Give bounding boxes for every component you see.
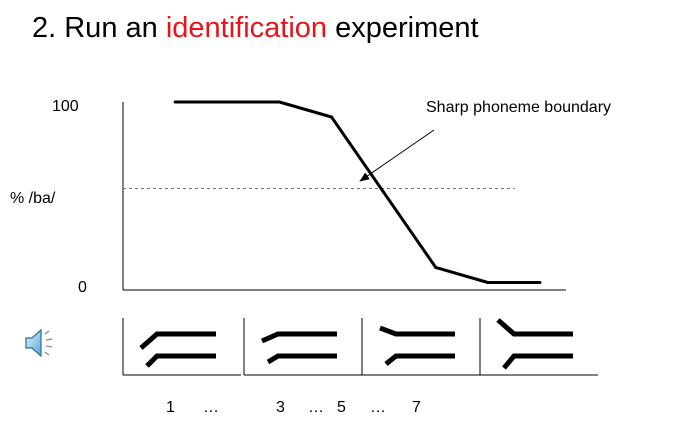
stimulus-label-7: 7 bbox=[412, 399, 421, 416]
stimulus-label-ellipsis: … bbox=[370, 399, 386, 416]
stimulus-spectrogram bbox=[243, 318, 362, 376]
stimulus-label-ellipsis: … bbox=[308, 399, 324, 416]
curve-point bbox=[538, 280, 542, 284]
title-prefix: 2. Run an bbox=[32, 12, 166, 44]
title-accent: identification bbox=[165, 12, 328, 44]
y-tick-100: 100 bbox=[52, 98, 79, 115]
stimulus-label-3: 3 bbox=[276, 399, 285, 416]
formant-f2 bbox=[379, 325, 455, 337]
stimulus-label-ellipsis: … bbox=[203, 399, 219, 416]
formant-f1 bbox=[145, 353, 216, 368]
y-axis-label: % /ba/ bbox=[10, 190, 56, 207]
y-tick-0: 0 bbox=[78, 279, 87, 296]
formant-f2 bbox=[496, 318, 573, 337]
annotation-arrow bbox=[359, 129, 435, 182]
stimulus-spectrogram bbox=[361, 318, 480, 376]
formant-f2 bbox=[260, 331, 337, 344]
annotation-label: Sharp phoneme boundary bbox=[426, 99, 612, 116]
stimulus-spectrogram bbox=[479, 318, 598, 376]
formant-f1 bbox=[266, 353, 337, 365]
slide-title: 2. Run an identification experiment bbox=[32, 10, 479, 46]
curve-point bbox=[329, 115, 333, 119]
curve-point bbox=[277, 100, 281, 104]
speaker-icon[interactable] bbox=[22, 326, 60, 365]
stimulus-spectrogram bbox=[122, 318, 241, 376]
formant-f2 bbox=[139, 331, 216, 350]
curve-point bbox=[434, 265, 438, 269]
identification-curve bbox=[175, 100, 540, 284]
formant-f1 bbox=[502, 353, 573, 370]
formant-f1 bbox=[384, 353, 455, 366]
curve-point bbox=[173, 100, 177, 104]
curve-point bbox=[486, 280, 490, 284]
stimulus-label-5: 5 bbox=[337, 399, 346, 416]
title-suffix: experiment bbox=[327, 12, 479, 44]
curve-point bbox=[382, 190, 386, 194]
stimulus-label-1: 1 bbox=[166, 399, 175, 416]
